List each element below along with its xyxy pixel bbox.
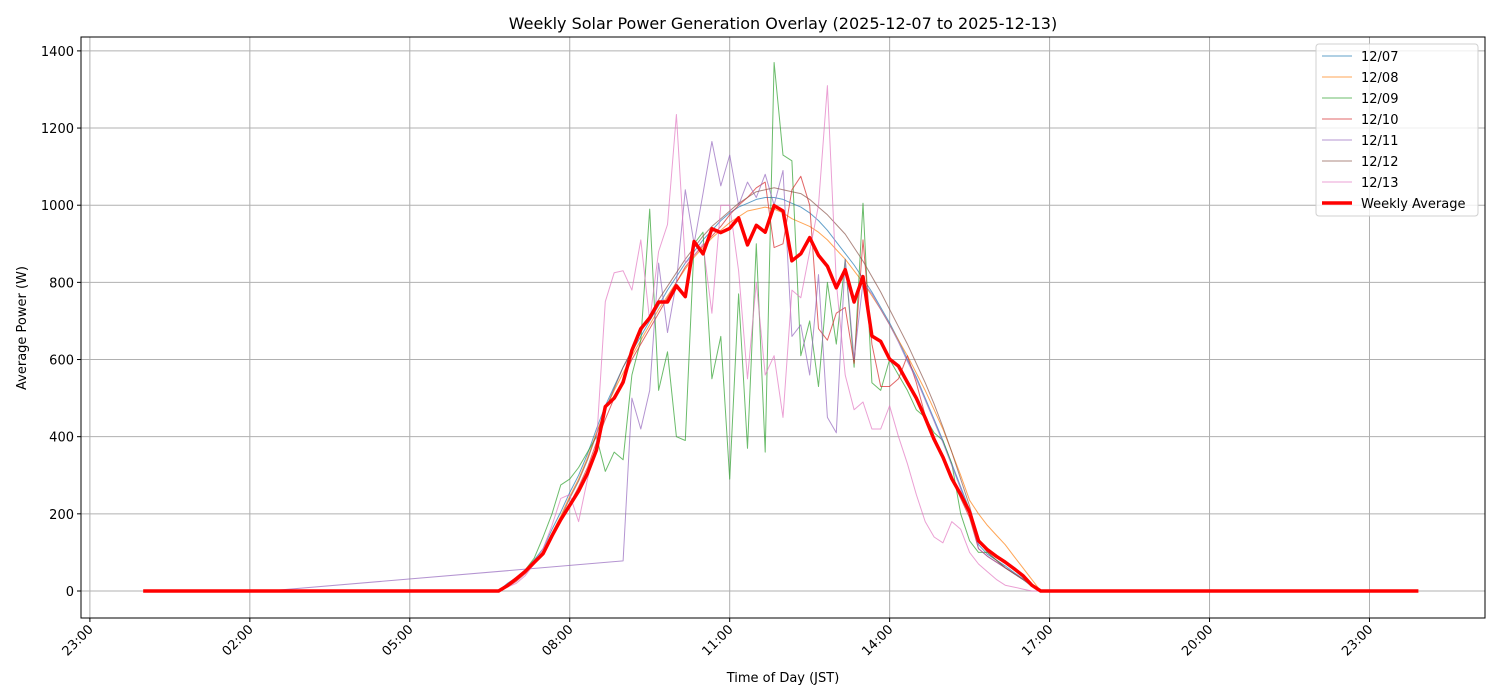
y-tick-label: 0 <box>66 585 74 600</box>
legend-label: 12/07 <box>1361 50 1398 65</box>
y-tick-label: 600 <box>49 354 74 369</box>
legend-label: 12/10 <box>1361 113 1398 128</box>
legend-label: 12/08 <box>1361 71 1398 86</box>
y-axis: 0 200 400 600 800 1000 1200 1400 <box>41 45 81 600</box>
series-line-12-07 <box>143 197 1419 592</box>
series-line-12-12 <box>143 187 1419 592</box>
y-tick-label: 200 <box>49 508 74 523</box>
y-axis-label: Average Power (W) <box>15 266 30 390</box>
series-line-12-13 <box>143 85 1419 592</box>
series-layer <box>143 62 1419 593</box>
legend-label: 12/13 <box>1361 176 1398 191</box>
legend-label: 12/11 <box>1361 134 1398 149</box>
y-tick-label: 1200 <box>41 122 74 137</box>
legend-label: 12/09 <box>1361 92 1398 107</box>
y-tick-label: 800 <box>49 276 74 291</box>
weekly-average-line <box>143 203 1419 593</box>
y-tick-label: 1400 <box>41 45 74 60</box>
legend: 12/07 12/08 12/09 12/10 12/11 12/12 12/13 Weekl… <box>1315 43 1479 217</box>
legend-label: Weekly Average <box>1361 197 1465 212</box>
legend-label: 12/12 <box>1361 155 1398 170</box>
y-tick-label: 400 <box>49 431 74 446</box>
chart-title: Weekly Solar Power Generation Overlay (2… <box>509 14 1057 33</box>
legend-box <box>1315 43 1479 217</box>
x-axis-label: Time of Day (JST) <box>726 671 840 686</box>
plot-frame <box>80 36 1486 619</box>
series-line-12-08 <box>143 206 1419 592</box>
y-tick-label: 1000 <box>41 199 74 214</box>
